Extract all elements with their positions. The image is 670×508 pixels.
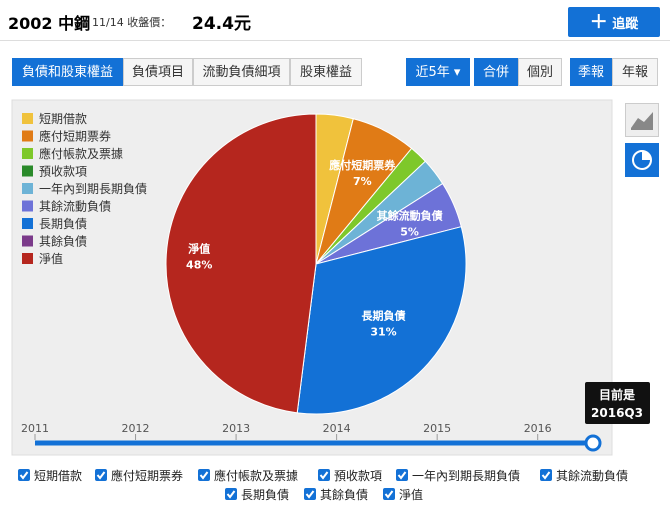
slice-value: 48% — [186, 259, 212, 272]
slice-label: 應付短期票券 — [329, 158, 396, 172]
legend-swatch — [22, 148, 33, 159]
checkbox-check — [541, 471, 551, 480]
checkbox-check — [96, 471, 106, 480]
checkbox-check — [19, 471, 29, 480]
checkbox[interactable]: 淨值 — [383, 487, 423, 502]
legend-label: 應付短期票券 — [39, 129, 111, 144]
legend-label: 其餘負債 — [39, 234, 87, 249]
checkbox-box — [383, 488, 395, 500]
toggle[interactable]: 年報 — [612, 58, 658, 86]
checkbox[interactable]: 短期借款 — [18, 469, 82, 483]
checkbox-label: 其餘流動負債 — [556, 468, 628, 483]
slice-label: 長期負債 — [362, 309, 406, 323]
legend-label: 一年內到期長期負債 — [39, 181, 147, 196]
toggle[interactable]: 季報 — [570, 58, 612, 86]
legend-label: 預收款項 — [39, 165, 87, 179]
checkbox-box — [540, 469, 552, 481]
tab[interactable]: 負債和股東權益 — [12, 58, 123, 86]
slice-value: 7% — [353, 175, 372, 188]
legend-label: 短期借款 — [39, 112, 87, 126]
icon — [631, 112, 653, 130]
checkbox-label: 應付帳款及票據 — [214, 468, 298, 483]
timeline-tick-label: 2015 — [423, 422, 451, 435]
toggle[interactable]: 個別 — [518, 58, 562, 86]
pie-slice — [296, 226, 467, 415]
tooltip-line: 目前是 — [599, 387, 636, 402]
timeline-tick-label: 2012 — [122, 422, 150, 435]
price: 24.4元 — [192, 14, 251, 34]
checkbox-label: 一年內到期長期負債 — [412, 468, 520, 483]
tooltip-bg — [585, 382, 650, 424]
checkbox[interactable]: 其餘流動負債 — [540, 468, 628, 483]
toggle[interactable]: 合併 — [474, 58, 518, 86]
stock: 2002 中鋼 — [8, 14, 91, 33]
tab[interactable]: 負債項目 — [123, 58, 193, 86]
checkbox-label: 其餘負債 — [320, 487, 368, 502]
checkbox[interactable]: 應付帳款及票據 — [198, 468, 298, 483]
checkbox-box — [304, 488, 316, 500]
checkbox[interactable]: 一年內到期長期負債 — [396, 468, 520, 483]
legend-swatch — [22, 130, 33, 142]
checkbox-label: 淨值 — [399, 487, 423, 502]
legend-label: 淨值 — [39, 251, 63, 266]
period: 近5年 — [415, 65, 450, 80]
timeline-tick-label: 2013 — [222, 422, 250, 435]
pie-chart-icon[interactable] — [625, 143, 659, 177]
checkbox-check — [305, 490, 315, 499]
checkbox-label: 應付短期票券 — [111, 468, 183, 483]
legend-label: 其餘流動負債 — [39, 199, 111, 214]
checkbox[interactable]: 長期負債 — [225, 487, 289, 502]
legend-swatch — [22, 113, 33, 124]
line-chart-icon[interactable] — [625, 103, 659, 137]
checkbox-label: 預收款項 — [334, 469, 382, 483]
checkbox[interactable]: 其餘負債 — [304, 487, 368, 502]
icon — [632, 150, 652, 170]
follow-button[interactable]: ＋ 追蹤 — [568, 7, 660, 37]
checkbox-check — [199, 471, 209, 480]
date-label: 11/14 收盤價： — [92, 16, 172, 29]
checkbox-check — [319, 471, 329, 480]
legend-swatch — [22, 253, 33, 264]
checkbox-box — [396, 469, 408, 481]
checkbox-box — [318, 469, 330, 481]
checkbox-check — [226, 490, 236, 499]
legend-swatch — [22, 165, 33, 177]
checkbox-check — [397, 471, 407, 480]
timeline-tick-label: 2016 — [524, 422, 552, 435]
checkbox-label: 短期借款 — [34, 469, 82, 483]
follow-text: 追蹤 — [612, 17, 639, 32]
period-dropdown[interactable]: 近5年 ▾ — [406, 58, 470, 86]
legend-label: 應付帳款及票據 — [39, 146, 123, 161]
timeline-tick-label: 2014 — [323, 422, 351, 435]
legend-swatch — [22, 183, 33, 194]
legend-label: 長期負債 — [39, 216, 87, 231]
tab[interactable]: 股東權益 — [290, 58, 362, 86]
tab[interactable]: 流動負債細項 — [193, 58, 290, 86]
slice-label: 淨值 — [188, 242, 210, 256]
checkbox[interactable]: 應付短期票券 — [95, 468, 183, 483]
legend-swatch — [22, 200, 33, 212]
slice-value: 5% — [400, 225, 419, 238]
tooltip-line: 2016Q3 — [591, 406, 643, 420]
slice-value: 31% — [370, 326, 396, 339]
legend-swatch — [22, 235, 33, 247]
timeline-tick-label: 2011 — [21, 422, 49, 435]
checkbox-check — [384, 490, 394, 499]
timeline-handle[interactable] — [584, 434, 602, 452]
pie-slice — [165, 113, 317, 414]
header: 2002 中鋼 11/14 收盤價： 24.4元 ＋ 追蹤 — [0, 0, 670, 41]
slice-label: 其餘流動負債 — [377, 208, 443, 222]
checkbox-label: 長期負債 — [241, 487, 289, 502]
legend-swatch — [22, 218, 33, 229]
checkbox[interactable]: 預收款項 — [318, 469, 382, 483]
